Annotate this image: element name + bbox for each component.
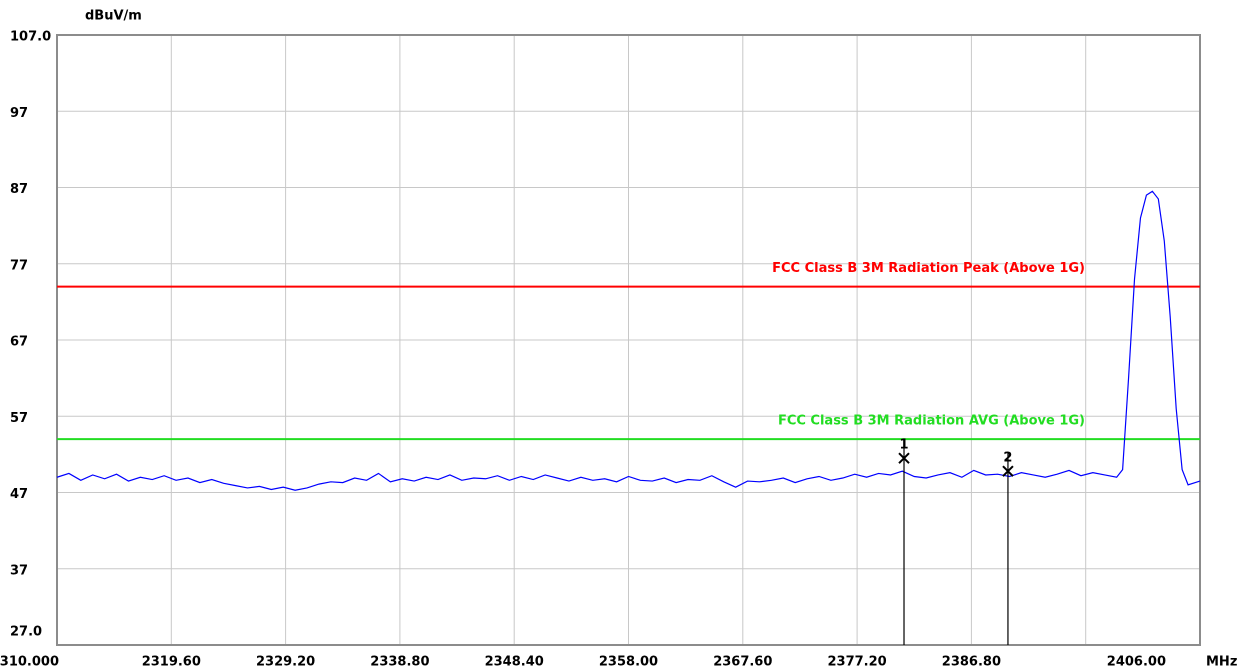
x-tick-label: 2406.00 bbox=[1107, 655, 1166, 670]
y-tick-label: 47 bbox=[10, 487, 28, 502]
x-tick-label: 2329.20 bbox=[256, 655, 315, 670]
x-tick-label: 2319.60 bbox=[142, 655, 201, 670]
y-tick-label: 97 bbox=[10, 106, 28, 121]
y-tick-label: 67 bbox=[10, 335, 28, 350]
limit-label: FCC Class B 3M Radiation AVG (Above 1G) bbox=[778, 414, 1085, 429]
x-tick-label: 2310.000 bbox=[0, 655, 59, 670]
x-tick-label: 2367.60 bbox=[713, 655, 772, 670]
x-tick-label: 2348.40 bbox=[485, 655, 544, 670]
x-tick-label: 2377.20 bbox=[827, 655, 886, 670]
y-tick-label: 77 bbox=[10, 258, 28, 273]
plot-frame bbox=[56, 34, 1201, 646]
marker-symbol bbox=[1002, 465, 1014, 477]
limit-label: FCC Class B 3M Radiation Peak (Above 1G) bbox=[772, 261, 1085, 276]
y-tick-label: 107.0 bbox=[10, 30, 51, 45]
marker-symbol bbox=[898, 452, 910, 464]
y-tick-label: 37 bbox=[10, 563, 28, 578]
x-tick-label: 2338.80 bbox=[370, 655, 429, 670]
y-tick-label: 87 bbox=[10, 182, 28, 197]
trace bbox=[56, 190, 1201, 491]
y-unit: dBuV/m bbox=[85, 9, 142, 24]
marker-label: 1 bbox=[899, 438, 908, 453]
y-tick-label: 57 bbox=[10, 411, 28, 426]
y-tick-label: 27.0 bbox=[10, 625, 42, 640]
x-unit: MHz bbox=[1206, 655, 1237, 670]
marker-label: 2 bbox=[1003, 451, 1012, 466]
x-tick-label: 2358.00 bbox=[599, 655, 658, 670]
x-tick-label: 2386.80 bbox=[942, 655, 1001, 670]
